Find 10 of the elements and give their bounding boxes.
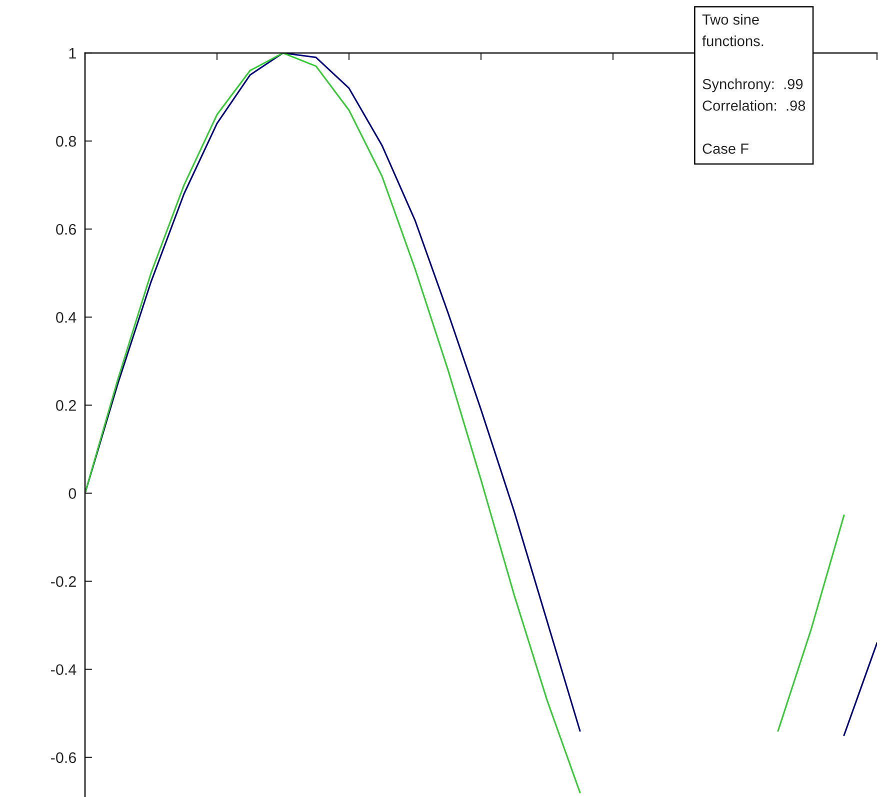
y-tick-label: 0.6: [56, 224, 76, 235]
y-tick-label: 0.2: [56, 400, 76, 411]
y-tick-label: 0: [68, 488, 76, 499]
y-tick-label: 0.8: [56, 136, 76, 147]
y-tick-label: 1: [69, 48, 76, 59]
y-tick-label: 0.4: [56, 312, 76, 323]
y-tick-label: -0.4: [51, 664, 76, 676]
y-tick-label: -0.6: [51, 752, 76, 764]
text: Two sine functions. Synchrony: .99 Correlation: .98 Case F: [702, 14, 806, 154]
y-tick-label: -0.2: [51, 576, 76, 587]
